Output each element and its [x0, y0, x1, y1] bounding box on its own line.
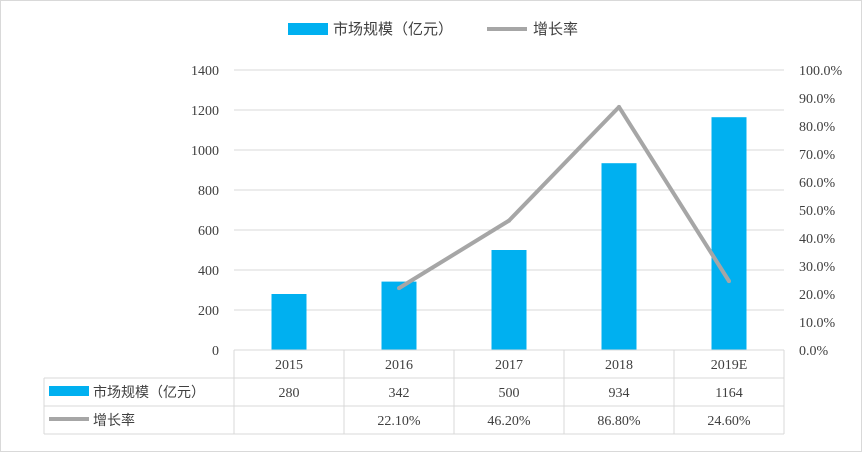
category-label: 2017: [495, 358, 523, 373]
table-key-market-size: [49, 386, 89, 396]
bar-2018: [601, 163, 637, 350]
bar-2015: [271, 294, 307, 350]
table-cell-growth-rate: 22.10%: [377, 414, 421, 429]
y-right-tick-label: 20.0%: [799, 288, 836, 303]
y-left-tick-label: 0: [212, 344, 219, 359]
bar-2016: [381, 281, 417, 350]
y-left-tick-label: 1400: [191, 64, 219, 79]
table-cell-market-size: 934: [609, 386, 630, 401]
y-right-tick-label: 80.0%: [799, 120, 836, 135]
y-right-tick-label: 60.0%: [799, 176, 836, 191]
table-cell-growth-rate: 46.20%: [487, 414, 531, 429]
y-right-tick-label: 50.0%: [799, 204, 836, 219]
table-cell-growth-rate: 86.80%: [597, 414, 641, 429]
growth-rate-point-2019E: [727, 279, 731, 284]
table-cell-market-size: 1164: [715, 386, 742, 401]
category-label: 2019E: [711, 358, 748, 373]
table-row-header-growth-rate: 增长率: [93, 412, 135, 429]
y-right-tick-label: 40.0%: [799, 232, 836, 247]
y-left-tick-label: 200: [198, 304, 219, 319]
legend-key-market-size: [288, 23, 328, 35]
growth-rate-line: [397, 104, 731, 290]
y-right-tick-label: 0.0%: [799, 344, 829, 359]
y-right-tick-label: 10.0%: [799, 316, 836, 331]
growth-rate-point-2016: [397, 286, 401, 291]
table-cell-market-size: 342: [389, 386, 410, 401]
y-left-tick-label: 600: [198, 224, 219, 239]
y-right-tick-label: 30.0%: [799, 260, 836, 275]
y-right-tick-label: 90.0%: [799, 92, 836, 107]
y-left-tick-label: 1000: [191, 144, 219, 159]
y-right-tick-label: 100.0%: [799, 64, 843, 79]
growth-rate-point-2018: [617, 104, 621, 109]
growth-rate-point-2017: [507, 218, 511, 223]
y-left-tick-label: 1200: [191, 104, 219, 119]
table-cell-growth-rate: 24.60%: [707, 414, 751, 429]
table-row-header-market-size: 市场规模（亿元）: [93, 384, 205, 401]
bar-2019E: [711, 117, 747, 350]
category-label: 2016: [385, 358, 413, 373]
category-label: 2015: [275, 358, 303, 373]
category-label: 2018: [605, 358, 633, 373]
y-left-tick-label: 800: [198, 184, 219, 199]
table-cell-market-size: 280: [279, 386, 300, 401]
legend-label-market-size: 市场规模（亿元）: [333, 20, 453, 38]
y-left-tick-label: 400: [198, 264, 219, 279]
table-cell-market-size: 500: [499, 386, 520, 401]
bar-2017: [491, 250, 527, 350]
y-right-tick-label: 70.0%: [799, 148, 836, 163]
legend-label-growth-rate: 增长率: [533, 20, 578, 38]
